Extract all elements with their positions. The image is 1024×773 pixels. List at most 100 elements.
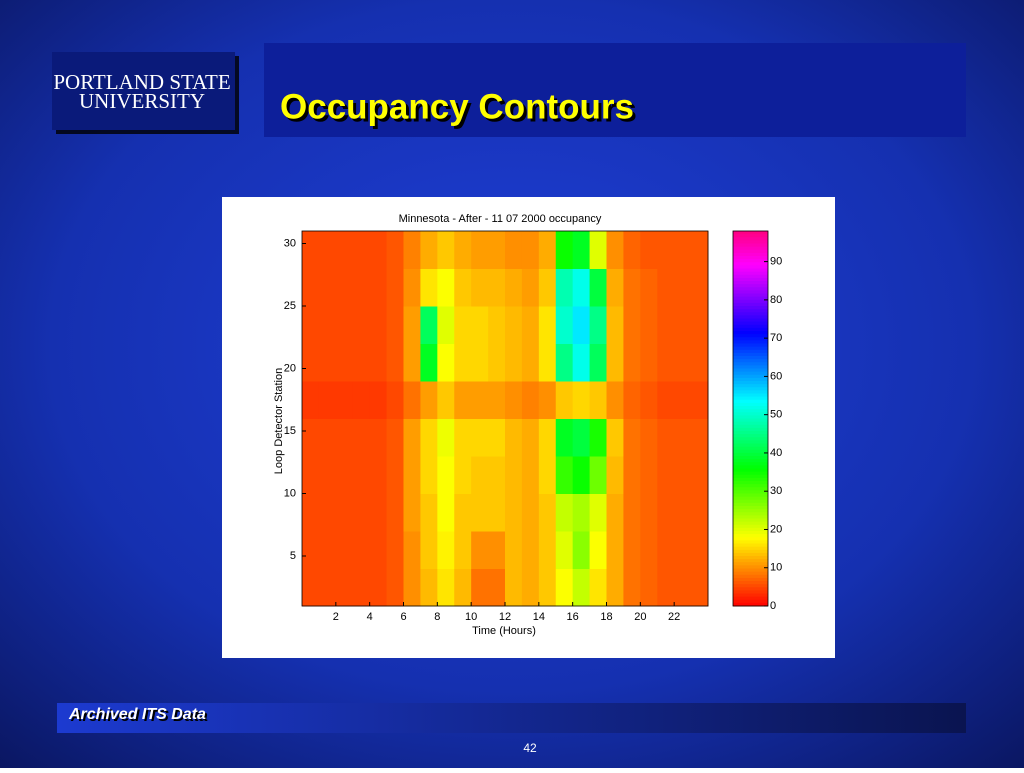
logo-text: PORTLAND STATE (53, 70, 230, 94)
heat-cell (369, 493, 388, 532)
colorbar-swatch (733, 356, 768, 360)
heat-cell (454, 568, 472, 607)
heat-cell (437, 381, 455, 419)
heat-cell (318, 343, 337, 382)
colorbar-swatch (733, 424, 768, 429)
colorbar-swatch (733, 418, 768, 423)
colorbar-swatch (733, 246, 768, 251)
heat-cell (369, 531, 388, 569)
heat-cell (335, 231, 354, 269)
colorbar-swatch (733, 449, 768, 454)
colorbar-swatch (733, 456, 768, 460)
heat-cell (386, 231, 404, 269)
heat-cell (589, 493, 607, 532)
colorbar-tick-label: 90 (770, 256, 782, 268)
heat-cell (302, 268, 320, 307)
colorbar-swatch (733, 596, 768, 601)
footer-bar (57, 703, 966, 733)
heat-cell (589, 568, 607, 607)
heat-cell (318, 231, 337, 269)
heat-cell (505, 493, 523, 532)
colorbar-swatch (733, 318, 768, 323)
heat-cell (454, 493, 472, 532)
heat-cell (623, 531, 641, 569)
heat-cell (420, 568, 438, 607)
heat-cell (352, 493, 371, 532)
colorbar-swatch (733, 421, 768, 426)
colorbar-swatch (733, 359, 768, 363)
heat-cell (538, 381, 557, 419)
heat-cell (302, 231, 320, 269)
heat-cell (488, 568, 506, 607)
colorbar-swatch (733, 287, 768, 291)
heat-cell (318, 268, 337, 307)
colorbar-swatch (733, 487, 768, 491)
heat-cell (369, 306, 388, 344)
colorbar-swatch (733, 302, 768, 307)
heat-cell (488, 231, 506, 269)
heat-cell (454, 268, 472, 307)
heat-cell (302, 568, 320, 607)
x-tick-label: 22 (668, 611, 680, 623)
heat-cell (521, 568, 540, 607)
heat-cell (640, 456, 658, 494)
heat-cell (505, 418, 523, 457)
heat-cell (674, 231, 692, 269)
heat-cell (302, 381, 320, 419)
colorbar-swatch (733, 527, 768, 532)
heat-cell (386, 306, 404, 344)
colorbar-swatch (733, 531, 768, 535)
x-tick-label: 10 (465, 611, 477, 623)
heat-cell (555, 531, 574, 569)
colorbar-swatch (733, 431, 768, 435)
heat-cell (572, 418, 591, 457)
colorbar-swatch (733, 465, 768, 469)
colorbar-swatch (733, 265, 768, 269)
heat-cell (640, 343, 658, 382)
heat-cell (335, 531, 354, 569)
colorbar-swatch (733, 240, 768, 244)
colorbar-swatch (733, 371, 768, 376)
colorbar-swatch (733, 427, 768, 432)
heat-cell (403, 231, 421, 269)
colorbar-swatch (733, 243, 768, 248)
heat-cell (488, 306, 506, 344)
heat-cell (640, 493, 658, 532)
heat-cell (555, 306, 574, 344)
colorbar-swatch (733, 331, 768, 335)
heat-cell (420, 531, 438, 569)
heat-cell (403, 306, 421, 344)
colorbar-swatch (733, 312, 768, 316)
colorbar-tick-label: 10 (770, 562, 782, 574)
y-axis-label: Loop Detector Station (273, 368, 285, 474)
colorbar-swatch (733, 540, 768, 544)
colorbar-swatch (733, 565, 768, 569)
heat-cell (606, 306, 624, 344)
x-tick-label: 4 (367, 611, 373, 623)
colorbar-tick-label: 20 (770, 523, 782, 535)
x-tick-label: 8 (434, 611, 440, 623)
heat-cell (572, 493, 591, 532)
heat-cell (318, 568, 337, 607)
heat-cell (386, 381, 404, 419)
heat-cell (437, 568, 455, 607)
heat-cell (538, 493, 557, 532)
heat-cell (420, 456, 438, 494)
heat-cell (420, 268, 438, 307)
footer-text: Archived ITS Data (68, 706, 206, 723)
heat-cell (420, 231, 438, 269)
heat-cell (454, 456, 472, 494)
colorbar-swatch (733, 237, 768, 241)
heat-cell (589, 531, 607, 569)
heat-cell (352, 268, 371, 307)
y-tick-label: 30 (284, 237, 296, 249)
heat-cell (555, 456, 574, 494)
colorbar-tick-label: 70 (770, 332, 782, 344)
colorbar-swatch (733, 299, 768, 304)
heat-cell (488, 418, 506, 457)
heat-cell (555, 418, 574, 457)
heat-cell (521, 231, 540, 269)
heat-cell (471, 568, 489, 607)
colorbar-swatch (733, 337, 768, 341)
heat-cell (318, 381, 337, 419)
